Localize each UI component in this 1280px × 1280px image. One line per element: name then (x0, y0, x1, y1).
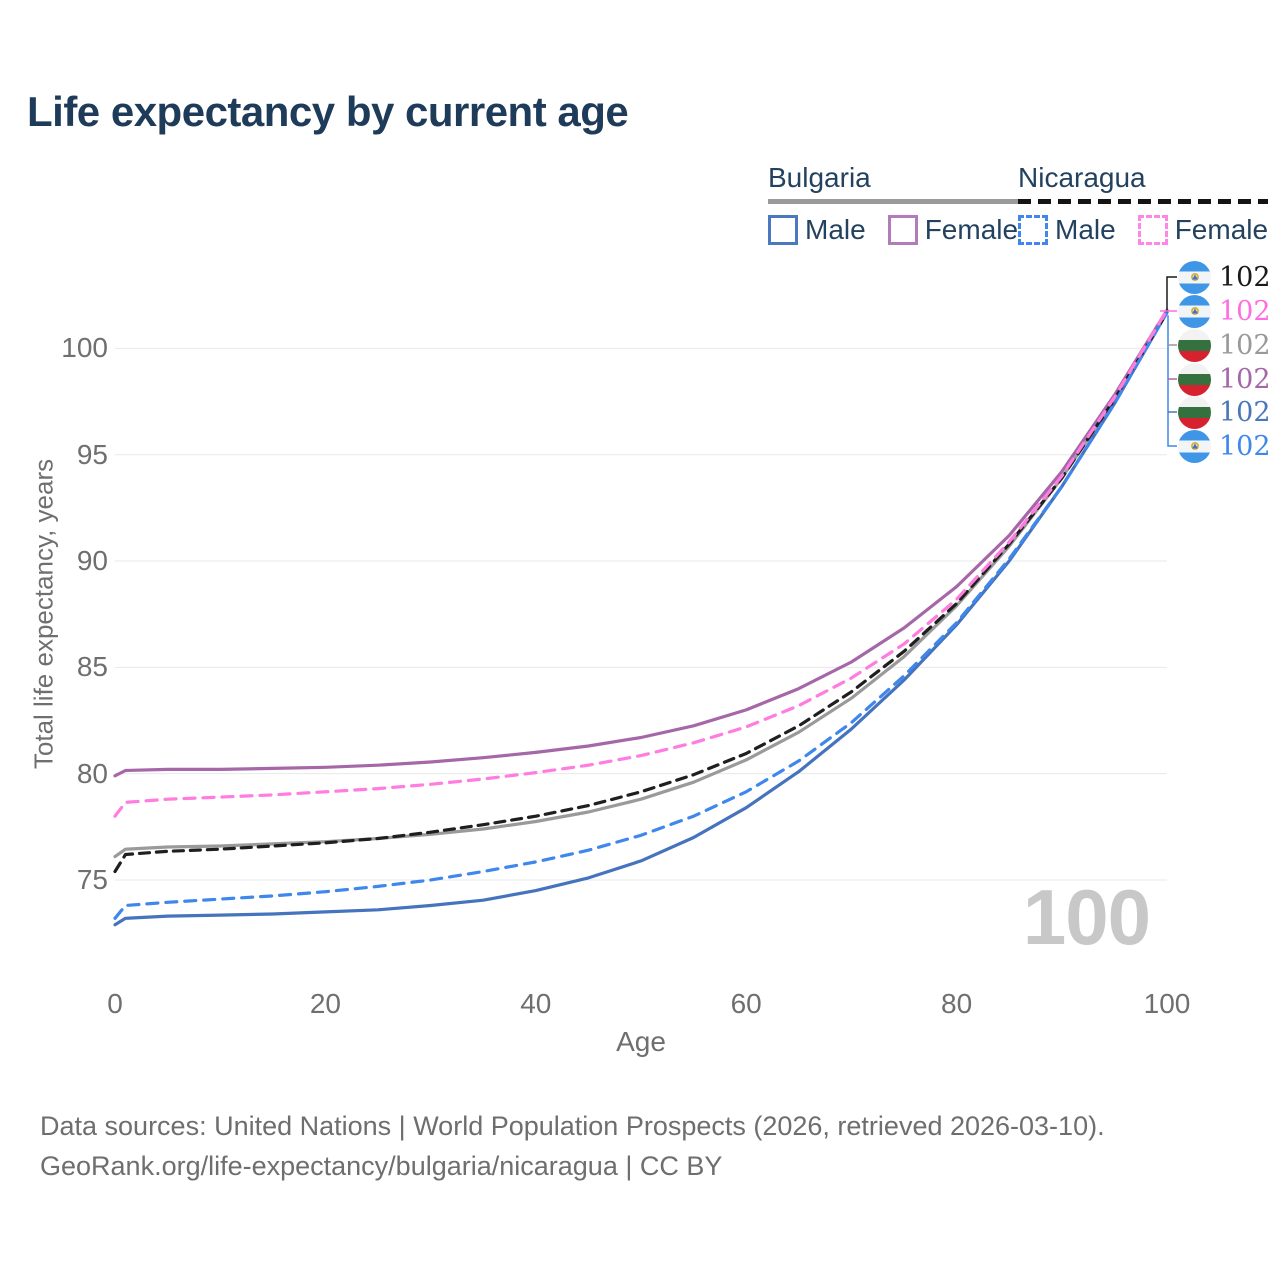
y-tick-label: 75 (76, 864, 108, 895)
footer: Data sources: United Nations | World Pop… (40, 1106, 1105, 1186)
end-label-nicaragua-male: 102 (1178, 429, 1271, 463)
legend-country-bulgaria: Bulgaria (768, 162, 871, 193)
data-sources-line: Data sources: United Nations | World Pop… (40, 1111, 1105, 1141)
end-value: 102 (1219, 261, 1271, 293)
bulgaria-flag-icon (1178, 328, 1211, 362)
nicaragua-female-swatch-icon (1137, 215, 1168, 245)
end-value: 102 (1219, 329, 1271, 361)
y-tick-label: 90 (76, 545, 108, 577)
page-title: Life expectancy by current age (27, 88, 629, 135)
nicaragua-flag-icon (1178, 429, 1211, 463)
x-tick-label: 20 (309, 988, 341, 1019)
nicaragua-male-swatch-icon (1018, 215, 1048, 245)
end-value: 102 (1219, 295, 1271, 327)
x-tick-label: 80 (941, 988, 973, 1019)
legend-label: Male (1055, 214, 1116, 245)
bulgaria-female-swatch-icon (887, 215, 918, 245)
legend-label: Female (1174, 214, 1269, 245)
age-counter-watermark: 100 (1022, 873, 1151, 961)
x-tick-label: 60 (730, 988, 762, 1019)
x-axis-title: Age (616, 1026, 666, 1057)
y-tick-label: 95 (76, 438, 108, 470)
legend-item-nicaragua-female[interactable]: Female (1137, 214, 1269, 246)
end-label-bulgaria-female: 102 (1178, 362, 1271, 396)
legend-label: Female (924, 214, 1019, 245)
end-label-bulgaria-total: 102 (1178, 328, 1271, 362)
end-label-nicaragua-female: 102 (1178, 294, 1271, 328)
bulgaria-male-swatch-icon (768, 215, 798, 245)
y-axis-title: Total life expectancy, years (28, 458, 59, 770)
bulgaria-flag-icon (1178, 362, 1211, 396)
nicaragua-dashed-line-sample (1018, 199, 1269, 204)
x-tick-label: 40 (520, 988, 552, 1019)
legend-item-bulgaria-male[interactable]: Male (768, 214, 866, 246)
legend-country-nicaragua: Nicaragua (1018, 162, 1146, 193)
nicaragua-flag-icon (1178, 260, 1211, 294)
legend-item-bulgaria-female[interactable]: Female (887, 214, 1019, 246)
end-value: 102 (1219, 363, 1271, 395)
y-tick-label: 80 (76, 757, 108, 789)
end-value: 102 (1219, 430, 1271, 462)
legend-label: Male (805, 214, 866, 245)
y-tick-label: 100 (61, 332, 108, 364)
legend-group-nicaragua: Nicaragua Male Female (1018, 162, 1269, 246)
end-value: 102 (1219, 396, 1271, 428)
legend-group-bulgaria: Bulgaria Male Female (768, 162, 1019, 246)
y-tick-label: 85 (76, 651, 108, 683)
x-tick-label: 100 (1143, 988, 1191, 1019)
end-label-nicaragua-total: 102 (1178, 260, 1271, 294)
end-label-bulgaria-male: 102 (1178, 395, 1271, 429)
bulgaria-flag-icon (1178, 395, 1211, 429)
source-url-line: GeoRank.org/life-expectancy/bulgaria/nic… (40, 1151, 723, 1181)
bulgaria-solid-line-sample (768, 199, 1019, 204)
nicaragua-flag-icon (1178, 294, 1211, 328)
legend-item-nicaragua-male[interactable]: Male (1018, 214, 1116, 246)
x-tick-label: 0 (107, 988, 123, 1019)
